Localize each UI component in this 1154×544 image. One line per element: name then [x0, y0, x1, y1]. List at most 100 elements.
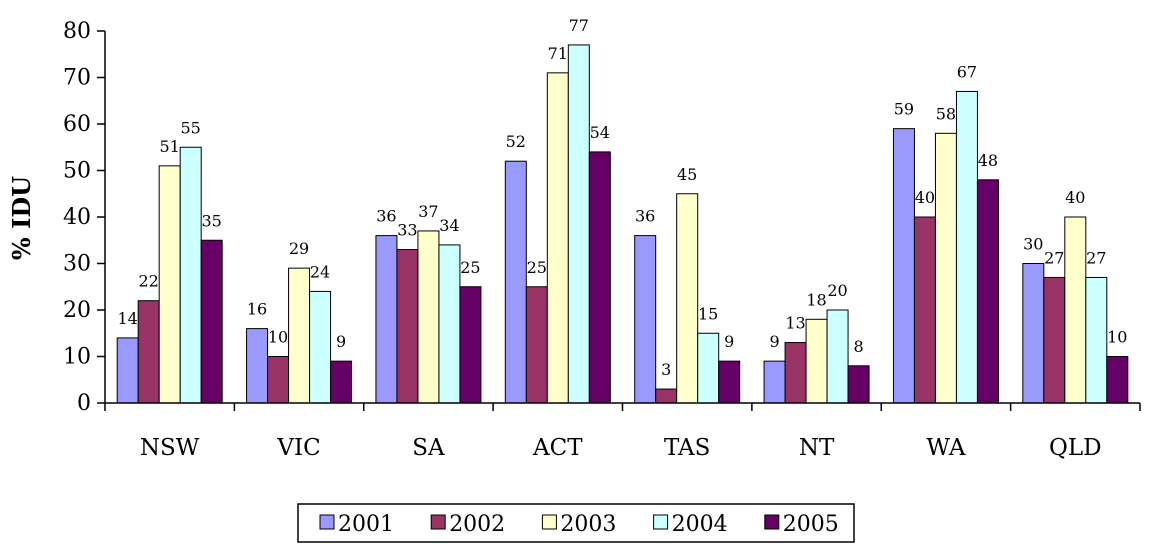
- y-tick-label: 0: [77, 391, 91, 416]
- bar: [309, 290, 332, 404]
- bar: [158, 165, 181, 404]
- bar: [567, 44, 590, 404]
- x-tick-label: ACT: [532, 435, 583, 461]
- legend-label: 2001: [338, 512, 394, 537]
- y-tick-label: 10: [63, 345, 91, 370]
- data-label: 67: [957, 62, 977, 81]
- legend-swatch: [653, 514, 669, 530]
- x-tick-label: NT: [799, 435, 835, 461]
- bar: [200, 239, 223, 404]
- bar: [718, 360, 741, 404]
- bar: [1064, 216, 1087, 404]
- data-label: 71: [548, 44, 568, 63]
- data-label: 77: [569, 16, 589, 35]
- bar: [676, 193, 699, 404]
- data-label: 36: [376, 207, 396, 226]
- bar: [179, 146, 202, 404]
- data-label: 51: [160, 137, 180, 156]
- bar: [588, 151, 611, 404]
- data-label: 52: [506, 132, 526, 151]
- data-label: 54: [590, 123, 610, 142]
- bar: [784, 342, 807, 404]
- bar: [137, 300, 160, 404]
- data-label: 48: [978, 151, 998, 170]
- data-label: 59: [894, 100, 914, 119]
- data-label: 58: [936, 104, 956, 123]
- bar: [847, 365, 870, 404]
- bar: [655, 388, 678, 404]
- data-label: 30: [1023, 235, 1043, 254]
- legend-label: 2002: [449, 512, 505, 537]
- y-tick-label: 60: [63, 112, 91, 137]
- bar: [955, 90, 978, 404]
- x-axis-category-labels: NSW VIC SA ACT TAS NT WA QLD: [140, 435, 1102, 461]
- bar: [805, 318, 828, 404]
- data-label: 10: [1107, 328, 1127, 347]
- data-label: 14: [118, 309, 138, 328]
- y-tick-label: 30: [63, 252, 91, 277]
- bar: [504, 160, 527, 404]
- bar: [375, 235, 398, 404]
- data-label: 40: [1065, 188, 1085, 207]
- legend-box: [297, 503, 855, 543]
- bar: [438, 244, 461, 404]
- bar: [417, 230, 440, 404]
- legend-label: 2004: [672, 512, 728, 537]
- data-label: 35: [202, 211, 222, 230]
- bar: [267, 356, 290, 404]
- legend-label: 2005: [783, 512, 839, 537]
- y-axis-label: % IDU: [7, 176, 36, 260]
- legend: 2001 2002 2003 2004 2005: [297, 503, 855, 543]
- x-tick-label: VIC: [276, 435, 320, 461]
- x-tick-label: WA: [926, 435, 965, 461]
- data-label: 9: [769, 332, 779, 351]
- y-tick-label: 70: [63, 66, 91, 91]
- x-tick-label: QLD: [1049, 435, 1102, 461]
- y-tick-label: 20: [63, 298, 91, 323]
- bar: [913, 216, 936, 404]
- bar: [1043, 276, 1066, 404]
- x-tick-label: SA: [412, 435, 445, 461]
- x-tick-label: NSW: [140, 435, 200, 461]
- bar: [1106, 356, 1129, 404]
- data-label: 37: [418, 202, 438, 221]
- bar: [976, 179, 999, 404]
- data-label: 36: [635, 207, 655, 226]
- legend-swatch: [319, 514, 335, 530]
- bar: [246, 328, 269, 404]
- bar: [288, 267, 311, 404]
- data-label: 22: [139, 272, 159, 291]
- bar: [546, 72, 569, 404]
- data-label: 33: [397, 221, 417, 240]
- data-label: 45: [677, 165, 697, 184]
- bar: [459, 286, 482, 404]
- data-label: 16: [247, 300, 267, 319]
- y-tick-label: 40: [63, 205, 91, 230]
- legend-label: 2003: [560, 512, 616, 537]
- data-label: 9: [336, 332, 346, 351]
- data-label: 34: [439, 216, 459, 235]
- data-label: 9: [724, 332, 734, 351]
- data-label: 3: [661, 360, 671, 379]
- data-label: 25: [527, 258, 547, 277]
- legend-swatch: [541, 514, 557, 530]
- bar: [934, 132, 957, 404]
- data-label: 29: [289, 239, 309, 258]
- bar: [1085, 276, 1108, 404]
- bar: [763, 360, 786, 404]
- legend-swatch: [764, 514, 780, 530]
- bar: [634, 235, 657, 404]
- x-tick-label: TAS: [664, 435, 710, 461]
- legend-swatch: [430, 514, 446, 530]
- bar: [396, 249, 419, 404]
- data-label: 18: [806, 290, 826, 309]
- bar-series: [116, 44, 1129, 404]
- data-label: 8: [853, 337, 863, 356]
- y-axis-title-group: % IDU: [7, 176, 36, 260]
- data-label: 25: [460, 258, 480, 277]
- y-tick-label: 50: [63, 159, 91, 184]
- bar: [116, 337, 139, 404]
- bar: [330, 360, 353, 404]
